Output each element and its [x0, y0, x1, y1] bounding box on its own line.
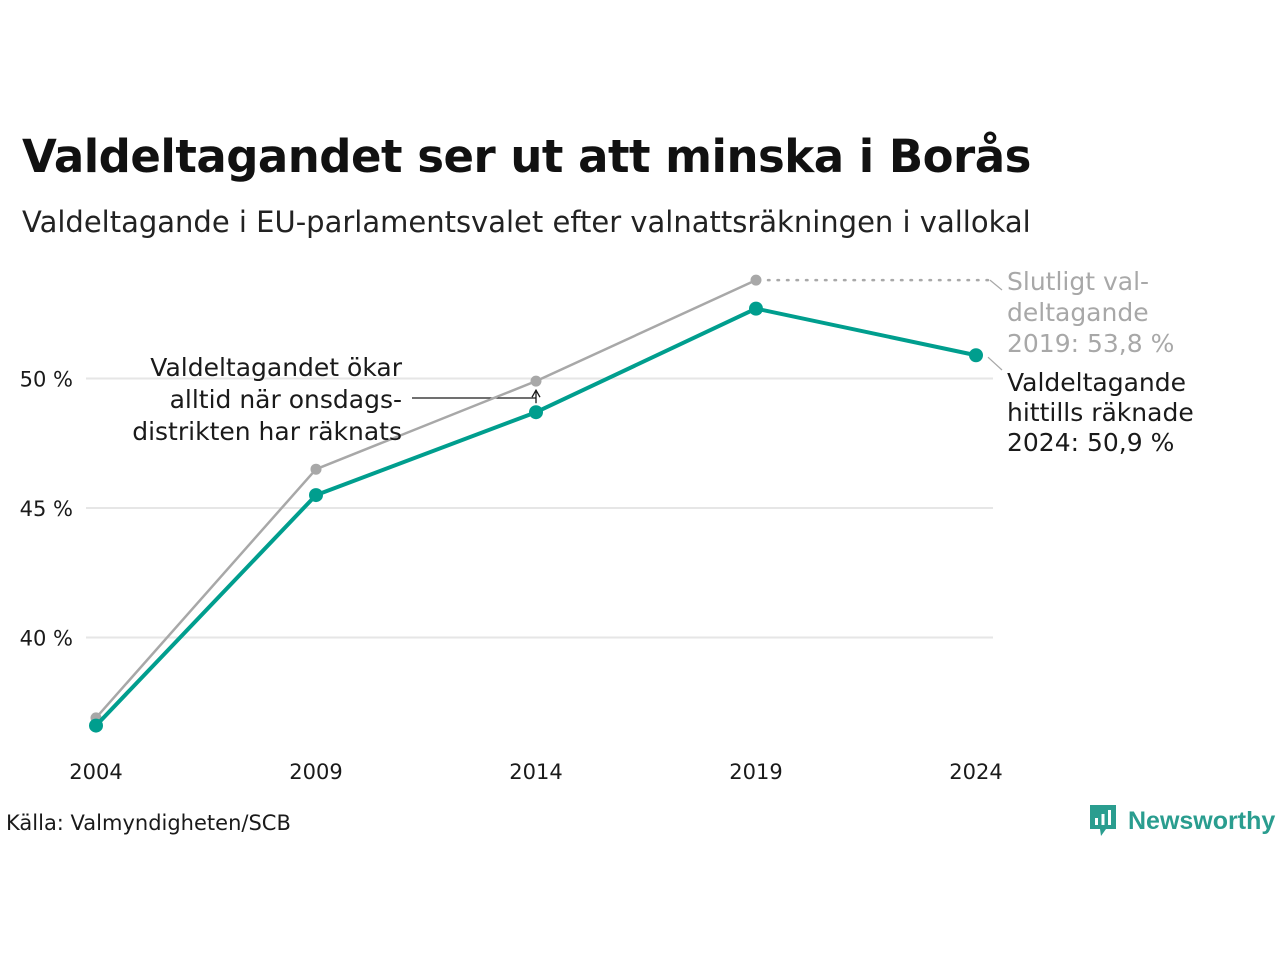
source-note: Källa: Valmyndigheten/SCB: [6, 811, 291, 835]
annotation-connectors: [412, 278, 1003, 404]
annotation-wednesday-districts: Valdeltagandet ökar alltid när onsdags-di…: [132, 353, 402, 446]
annotation-counted-2024: Valdeltagande hittills räknade 2024: 50,9 …: [1007, 368, 1194, 457]
brand-logo: Newsworthy: [1088, 803, 1275, 839]
data-point-counted: [309, 488, 323, 503]
data-point-counted: [89, 718, 103, 733]
x-axis-ticks: 2004 2009 2014 2019 2024: [69, 760, 1002, 784]
x-tick-label: 2019: [729, 760, 782, 784]
x-tick-label: 2009: [289, 760, 342, 784]
series: [89, 274, 983, 733]
data-point-final: [750, 274, 762, 286]
x-tick-label: 2004: [69, 760, 122, 784]
chart-subtitle: Valdeltagande i EU-parlamentsvalet efter…: [22, 205, 1031, 239]
data-point-counted: [529, 405, 543, 420]
data-point-final: [310, 463, 322, 475]
data-point-final: [530, 375, 542, 387]
newsworthy-logo-icon: [1090, 805, 1116, 836]
x-tick-label: 2014: [509, 760, 562, 784]
series-line-final: [95, 278, 757, 719]
y-tick-label: 45 %: [20, 497, 73, 521]
chart-title: Valdeltagandet ser ut att minska i Borås: [22, 130, 1031, 183]
data-point-counted: [969, 348, 983, 363]
counted-2024-leader: [987, 356, 1003, 371]
brand-name: Newsworthy: [1128, 806, 1276, 835]
y-axis-ticks: 40 % 45 % 50 %: [20, 368, 73, 651]
data-point-counted: [749, 301, 763, 316]
y-tick-label: 40 %: [20, 627, 73, 651]
x-tick-label: 2024: [949, 760, 1002, 784]
annotations: Valdeltagandet ökar alltid när onsdags-di…: [132, 267, 1193, 457]
y-tick-label: 50 %: [20, 368, 73, 392]
annotation-final-2019: Slutligt val-deltagande 2019: 53,8 %: [1007, 267, 1174, 358]
note-2014-arrowhead: [531, 388, 541, 398]
final-2019-leader: [989, 279, 1003, 291]
